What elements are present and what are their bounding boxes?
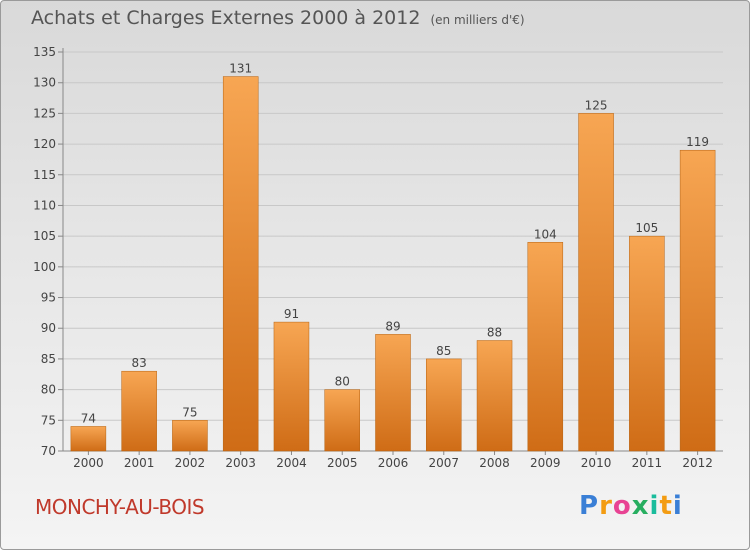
x-tick-label: 2002 xyxy=(175,456,206,470)
bar xyxy=(273,321,310,452)
x-tick-label: 2006 xyxy=(378,456,409,470)
bar xyxy=(121,370,157,452)
x-tick-label: 2004 xyxy=(276,456,307,470)
y-tick-label: 95 xyxy=(41,291,56,305)
value-label: 104 xyxy=(534,227,557,241)
value-label: 89 xyxy=(385,319,400,333)
bar xyxy=(679,149,716,452)
y-tick-label: 85 xyxy=(41,352,56,366)
chart-subtitle: (en milliers d'€) xyxy=(430,13,525,27)
bar xyxy=(578,113,614,452)
y-tick-label: 80 xyxy=(41,383,56,397)
value-label: 75 xyxy=(182,405,197,419)
y-tick-labels: 70 75 80 85 90 95 100 105 110 115 120 125 130 135 xyxy=(33,45,56,458)
x-tick-label: 2000 xyxy=(73,456,104,470)
bar xyxy=(375,334,411,452)
x-tick-label: 2011 xyxy=(632,456,663,470)
bar xyxy=(527,242,564,452)
y-tick-label: 120 xyxy=(33,137,56,151)
x-tick-labels: 2000 2001 2002 2003 2004 2005 2006 2007 2008 2009… xyxy=(73,456,713,470)
x-tick-label: 2010 xyxy=(581,456,612,470)
x-tick-label: 2005 xyxy=(327,456,358,470)
value-labels: 74 83 75 131 91 80 89 85 88 104 125 105 119 xyxy=(81,62,709,426)
bar xyxy=(629,235,665,452)
bar xyxy=(172,420,208,452)
value-label: 119 xyxy=(686,135,709,149)
value-label: 83 xyxy=(132,356,147,370)
y-tick-label: 70 xyxy=(41,444,56,458)
y-tick-label: 90 xyxy=(41,321,56,335)
y-tick-label: 105 xyxy=(33,229,56,243)
bar xyxy=(426,358,462,452)
x-tick-label: 2003 xyxy=(225,456,256,470)
x-tick-label: 2009 xyxy=(530,456,561,470)
y-tick-label: 130 xyxy=(33,76,56,90)
bar xyxy=(222,76,259,452)
y-tick-label: 135 xyxy=(33,45,56,59)
bars xyxy=(70,76,716,452)
proxiti-logo: Proxiti xyxy=(579,491,683,521)
chart-title-text: Achats et Charges Externes 2000 à 2012 xyxy=(31,7,421,29)
y-tick-label: 75 xyxy=(41,413,56,427)
bar xyxy=(70,426,107,452)
y-tick-label: 115 xyxy=(33,168,56,182)
value-label: 125 xyxy=(585,98,608,112)
value-label: 91 xyxy=(284,307,299,321)
y-tick-label: 100 xyxy=(33,260,56,274)
bar xyxy=(476,340,513,452)
x-tick-label: 2007 xyxy=(428,456,459,470)
x-tick-label: 2001 xyxy=(124,456,155,470)
chart-title: Achats et Charges Externes 2000 à 2012 (e… xyxy=(31,7,525,29)
value-label: 85 xyxy=(436,344,451,358)
value-label: 105 xyxy=(635,221,658,235)
commune-name: MONCHY-AU-BOIS xyxy=(35,495,205,519)
value-label: 131 xyxy=(229,62,252,76)
y-tick-label: 125 xyxy=(33,106,56,120)
x-tick-label: 2012 xyxy=(682,456,713,470)
value-label: 88 xyxy=(487,326,502,340)
bar xyxy=(324,389,360,452)
y-tick-label: 110 xyxy=(33,198,56,212)
value-label: 74 xyxy=(81,411,96,425)
value-label: 80 xyxy=(335,375,350,389)
x-tick-label: 2008 xyxy=(479,456,510,470)
